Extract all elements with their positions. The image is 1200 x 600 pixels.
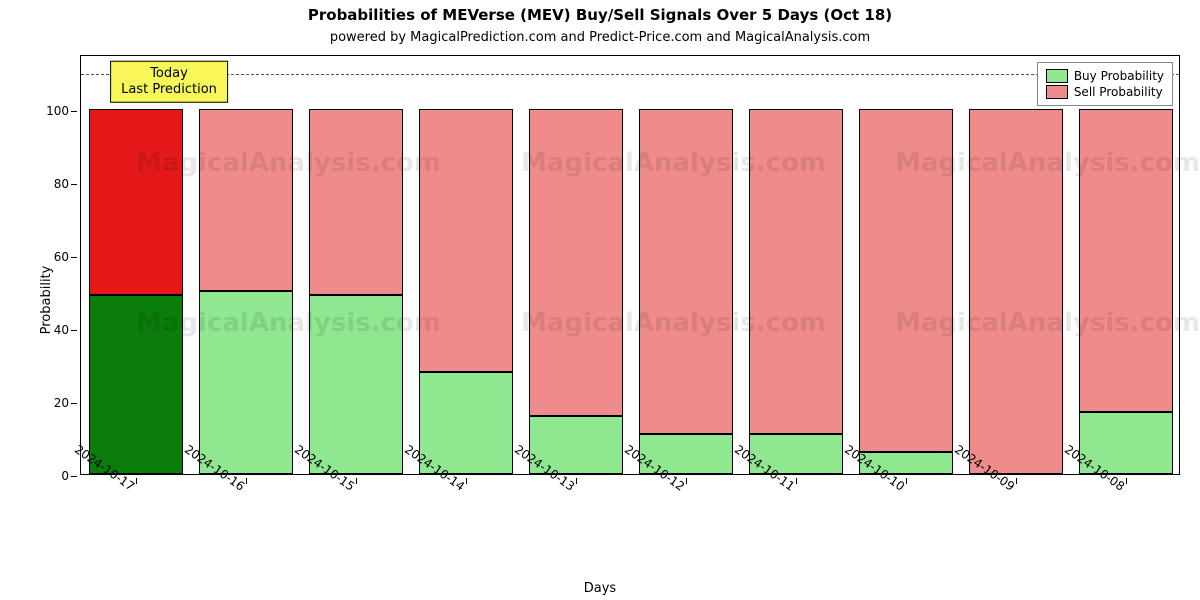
- y-tick-label: 20: [54, 396, 81, 410]
- sell-bar: [749, 109, 844, 434]
- bar-group: [749, 54, 844, 474]
- chart-container: Probabilities of MEVerse (MEV) Buy/Sell …: [0, 0, 1200, 600]
- y-tick-label: 80: [54, 177, 81, 191]
- y-tick-label: 0: [61, 469, 81, 483]
- sell-bar: [309, 109, 404, 295]
- today-annotation: TodayLast Prediction: [110, 60, 228, 103]
- legend-swatch: [1046, 85, 1068, 99]
- bar-group: [419, 54, 514, 474]
- plot-area: 0204060801002024-10-172024-10-162024-10-…: [80, 55, 1180, 475]
- bar-group: [199, 54, 294, 474]
- legend: Buy Probability Sell Probability: [1037, 62, 1173, 106]
- bar-group: [859, 54, 954, 474]
- bar-group: [1079, 54, 1174, 474]
- sell-bar: [1079, 109, 1174, 412]
- chart-subtitle: powered by MagicalPrediction.com and Pre…: [0, 30, 1200, 45]
- y-axis-label: Probability: [39, 266, 54, 335]
- sell-bar: [859, 109, 954, 452]
- annotation-line: Today: [121, 65, 217, 81]
- sell-bar: [199, 109, 294, 292]
- y-tick-label: 60: [54, 250, 81, 264]
- sell-bar: [639, 109, 734, 434]
- y-tick-label: 100: [46, 104, 81, 118]
- y-tick-label: 40: [54, 323, 81, 337]
- bar-group: [309, 54, 404, 474]
- legend-item: Sell Probability: [1046, 85, 1164, 99]
- annotation-line: Last Prediction: [121, 82, 217, 98]
- bar-group: [89, 54, 184, 474]
- bar-group: [529, 54, 624, 474]
- legend-label: Buy Probability: [1074, 69, 1164, 83]
- legend-swatch: [1046, 69, 1068, 83]
- legend-item: Buy Probability: [1046, 69, 1164, 83]
- sell-bar: [529, 109, 624, 416]
- sell-bar: [89, 109, 184, 295]
- x-axis-label: Days: [0, 581, 1200, 596]
- bar-group: [639, 54, 734, 474]
- legend-label: Sell Probability: [1074, 85, 1163, 99]
- sell-bar: [969, 109, 1064, 474]
- bar-group: [969, 54, 1064, 474]
- chart-title: Probabilities of MEVerse (MEV) Buy/Sell …: [0, 6, 1200, 24]
- sell-bar: [419, 109, 514, 372]
